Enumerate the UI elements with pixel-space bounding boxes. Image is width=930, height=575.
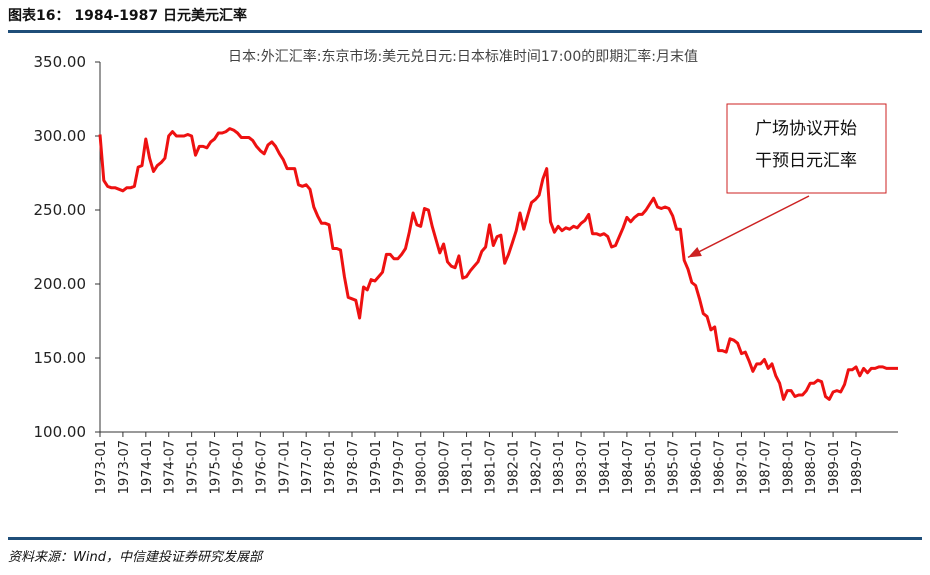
x-tick-label: 1988-01 — [781, 440, 796, 494]
y-tick-label: 350.00 — [34, 53, 87, 71]
annotation-line-1: 广场协议开始 — [755, 119, 857, 139]
x-tick-label: 1981-07 — [483, 440, 498, 494]
x-tick-label: 1977-07 — [300, 440, 315, 494]
x-tick-label: 1989-07 — [850, 440, 865, 494]
y-tick-label: 250.00 — [34, 201, 87, 219]
annotation-box — [726, 103, 887, 194]
bottom-rule — [8, 537, 922, 540]
x-tick-label: 1985-01 — [644, 440, 659, 494]
x-tick-label: 1987-07 — [758, 440, 773, 494]
x-tick-label: 1975-07 — [209, 440, 224, 494]
x-tick-label: 1982-07 — [529, 440, 544, 494]
x-tick-label: 1979-07 — [392, 440, 407, 494]
y-axis: 100.00 150.00 200.00 250.00 300.00 350.00 — [34, 53, 101, 441]
x-tick-label: 1980-01 — [415, 440, 430, 494]
x-tick-label: 1982-01 — [506, 440, 521, 494]
x-tick-label: 1976-01 — [231, 440, 246, 494]
plaza-accord-annotation: 广场协议开始 干预日元汇率 — [687, 103, 887, 259]
y-tick-label: 200.00 — [34, 275, 87, 293]
x-tick-label: 1985-07 — [667, 440, 682, 494]
x-tick-label: 1984-07 — [621, 440, 636, 494]
x-axis: 1973-01 1973-07 1974-01 1974-07 1975-01 1975-… — [94, 431, 898, 494]
y-tick-label: 300.00 — [34, 127, 87, 145]
y-tick-label: 150.00 — [34, 349, 87, 367]
x-tick-label: 1978-01 — [323, 440, 338, 494]
x-tick-label: 1979-01 — [369, 440, 384, 494]
x-tick-label: 1974-07 — [163, 440, 178, 494]
annotation-arrowhead — [688, 247, 702, 258]
y-tick-label: 100.00 — [34, 423, 87, 441]
x-tick-label: 1980-07 — [438, 440, 453, 494]
x-tick-label: 1983-01 — [552, 440, 567, 494]
annotation-line-2: 干预日元汇率 — [755, 151, 857, 171]
annotation-arrow — [687, 195, 810, 259]
figure-title: 图表16： 1984-1987 日元美元汇率 — [8, 8, 247, 24]
x-tick-label: 1986-01 — [690, 440, 705, 494]
chart-subtitle: 日本:外汇汇率:东京市场:美元兑日元:日本标准时间17:00的即期汇率:月末值 — [228, 48, 698, 65]
x-tick-label: 1978-07 — [346, 440, 361, 494]
x-tick-label: 1984-01 — [598, 440, 613, 494]
x-tick-label: 1977-01 — [277, 440, 292, 494]
x-tick-label: 1987-01 — [735, 440, 750, 494]
x-tick-label: 1986-07 — [713, 440, 728, 494]
x-tick-label: 1973-07 — [117, 440, 132, 494]
x-tick-label: 1973-01 — [94, 440, 109, 494]
x-tick-label: 1981-01 — [461, 440, 476, 494]
x-tick-label: 1976-07 — [254, 440, 269, 494]
x-tick-label: 1975-01 — [186, 440, 201, 494]
source-note: 资料来源：Wind，中信建投证券研究发展部 — [8, 550, 262, 565]
usd-jpy-series-line — [98, 127, 898, 401]
x-tick-label: 1988-07 — [804, 440, 819, 494]
x-tick-label: 1974-01 — [140, 440, 155, 494]
top-rule — [8, 30, 922, 33]
x-tick-label: 1989-01 — [827, 440, 842, 494]
x-tick-label: 1983-07 — [575, 440, 590, 494]
